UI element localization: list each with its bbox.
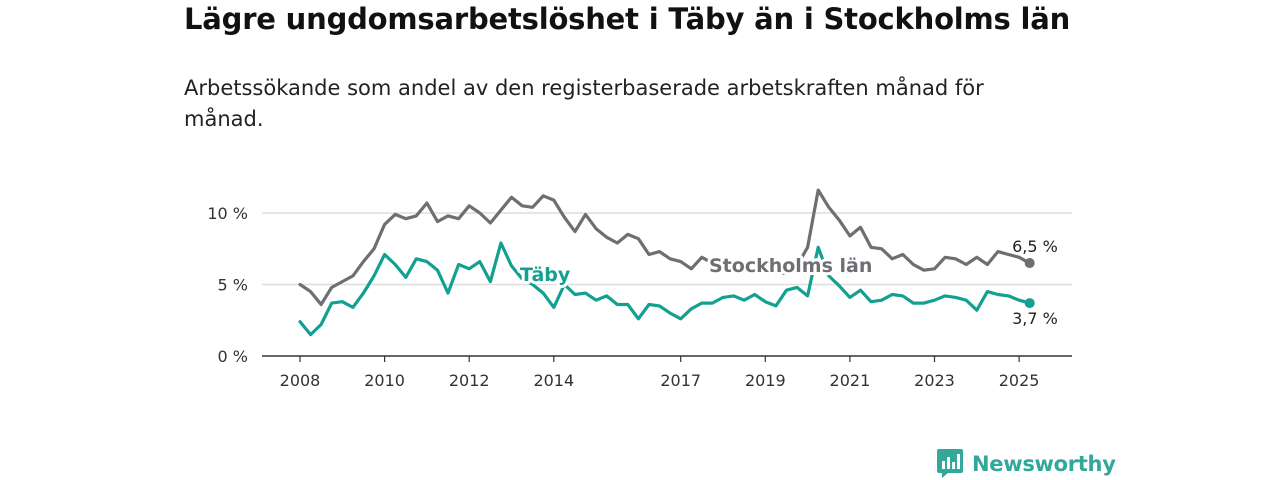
series-line — [298, 188, 1032, 307]
axes: 0 % 5 % 10 % 2008 2010 2012 2014 2017 2019 2021 20… — [207, 204, 1072, 390]
series-label-stockholm-halo: Stockholms län — [709, 255, 872, 277]
brand-name: Newsworthy — [972, 452, 1116, 476]
x-tick-label: 2012 — [449, 371, 490, 390]
x-tick-label: 2008 — [280, 371, 321, 390]
gridlines — [262, 212, 1072, 286]
series-label-taby: Täby — [520, 264, 571, 286]
y-tick-label: 0 % — [218, 347, 248, 366]
series-line — [298, 241, 1032, 337]
newsworthy-icon — [937, 449, 963, 478]
series-end-point — [1024, 298, 1035, 309]
series-end-point — [1024, 258, 1035, 269]
chart-title: Lägre ungdomsarbetslöshet i Täby än i St… — [184, 2, 1071, 36]
x-tick-label: 2014 — [533, 371, 574, 390]
chart-subtitle: Arbetssökande som andel av den registerb… — [184, 76, 984, 131]
x-tick-label: 2010 — [364, 371, 405, 390]
y-tick-label: 5 % — [218, 276, 248, 295]
end-value-taby-halo: 3,7 % — [1012, 309, 1058, 328]
brand-logo: Newsworthy — [937, 449, 1116, 479]
end-value-taby: 3,7 % — [1012, 309, 1058, 328]
x-tick-label: 2025 — [999, 371, 1040, 390]
series-label-taby-halo: Täby — [520, 264, 571, 286]
series-lines — [298, 188, 1035, 337]
end-value-stockholm-halo: 6,5 % — [1012, 237, 1058, 256]
series-label-stockholm: Stockholms län — [709, 255, 872, 277]
y-tick-label: 10 % — [207, 204, 248, 223]
x-tick-label: 2017 — [660, 371, 701, 390]
x-tick-label: 2023 — [914, 371, 955, 390]
x-tick-label: 2019 — [745, 371, 786, 390]
end-value-stockholm: 6,5 % — [1012, 237, 1058, 256]
x-tick-label: 2021 — [830, 371, 871, 390]
